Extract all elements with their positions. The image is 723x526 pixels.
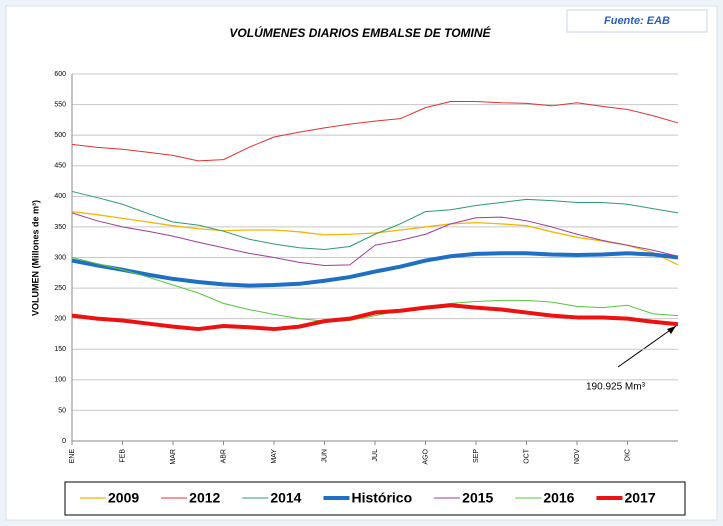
legend-label: 2012 — [189, 490, 220, 506]
x-tick-label: AGO — [422, 448, 429, 464]
series-line — [71, 212, 679, 266]
x-tick-label: JUN — [321, 449, 328, 463]
x-tick-label: ENE — [69, 449, 76, 464]
legend-label: 2016 — [543, 490, 574, 506]
x-tick-label: DIC — [624, 449, 631, 461]
y-axis-label: VOLUMEN (Millones de m³) — [30, 200, 40, 316]
arrowhead — [667, 326, 676, 334]
x-tick-label: MAY — [271, 449, 278, 464]
x-tick-label: FEB — [119, 449, 126, 463]
chart-title: VOLÚMENES DIARIOS EMBALSE DE TOMINÉ — [229, 25, 491, 40]
annotation-arrow — [617, 325, 677, 368]
chart-background — [5, 5, 718, 521]
y-tick-label: 550 — [54, 101, 66, 108]
series-line — [71, 210, 679, 266]
y-tick-label: 250 — [54, 285, 66, 292]
y-tick-label: 150 — [54, 346, 66, 353]
source-box — [566, 9, 708, 33]
y-tick-label: 200 — [54, 316, 66, 323]
y-tick-label: 500 — [54, 132, 66, 139]
y-tick-label: 600 — [54, 71, 66, 78]
x-tick-label: JUL — [372, 449, 379, 462]
legend-label: 2014 — [270, 490, 301, 506]
y-tick-label: 100 — [54, 377, 66, 384]
series-line — [71, 251, 679, 288]
legend-label: 2009 — [108, 490, 139, 506]
x-tick-label: MAR — [170, 449, 177, 465]
y-tick-label: 50 — [58, 407, 66, 414]
series-line — [71, 101, 679, 162]
legend-label: 2017 — [624, 490, 655, 506]
source: Fuente: EAB — [604, 15, 670, 27]
x-tick-label: ABR — [220, 449, 227, 463]
series-line — [71, 190, 679, 251]
series-line — [71, 257, 679, 322]
x-tick-label: SEP — [473, 449, 480, 463]
y-tick-label: 350 — [54, 224, 66, 231]
y-tick-label: 300 — [54, 254, 66, 261]
legend-label: Histórico — [351, 490, 412, 506]
series-line — [71, 303, 679, 332]
legend-label: 2015 — [462, 490, 493, 506]
y-tick-label: 0 — [62, 438, 66, 445]
y-tick-label: 400 — [54, 193, 66, 200]
y-tick-label: 450 — [54, 163, 66, 170]
annotation: 190.925 Mm³ — [586, 382, 646, 393]
x-tick-label: OCT — [523, 448, 530, 464]
x-tick-label: NOV — [574, 449, 581, 465]
